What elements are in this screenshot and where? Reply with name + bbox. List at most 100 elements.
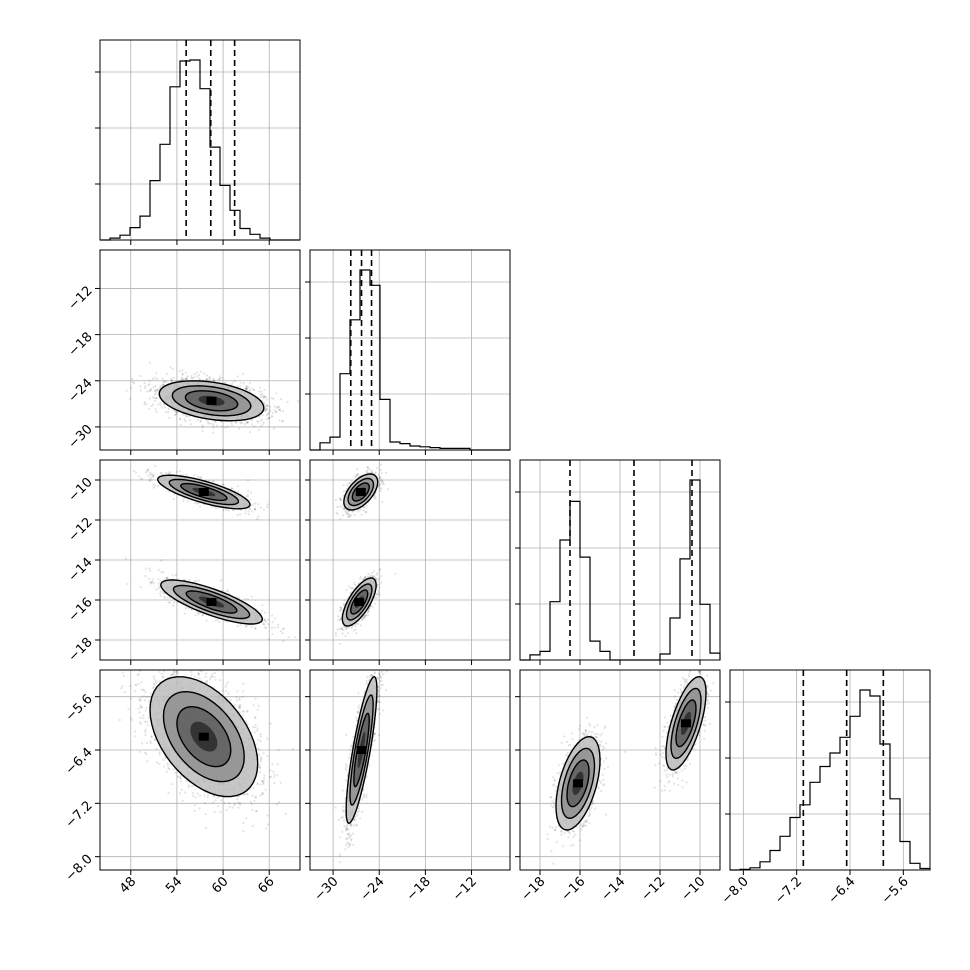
sample-point	[250, 423, 253, 426]
sample-point	[239, 384, 242, 388]
sample-point	[275, 410, 278, 413]
sample-point	[148, 478, 151, 481]
sample-point	[281, 420, 284, 423]
sample-point	[373, 494, 377, 498]
sample-point	[140, 478, 144, 481]
sample-point	[380, 480, 383, 483]
sample-point	[263, 618, 266, 621]
sample-point	[168, 470, 171, 473]
sample-point	[253, 508, 256, 511]
sample-point	[270, 415, 273, 418]
sample-point	[245, 388, 248, 391]
sample-point	[132, 382, 135, 385]
sample-point	[154, 464, 157, 468]
sample-point	[265, 418, 268, 421]
sample-point	[149, 473, 152, 476]
sample-point	[266, 404, 269, 407]
sample-point	[191, 377, 194, 380]
sample-point	[281, 409, 284, 413]
sample-point	[266, 503, 269, 506]
sample-point	[239, 513, 242, 516]
sample-point	[152, 403, 155, 406]
sample-point	[208, 422, 211, 425]
sample-point	[261, 423, 264, 426]
sample-point	[265, 408, 268, 411]
sample-point	[263, 623, 266, 626]
sample-point	[267, 416, 270, 419]
sample-point	[182, 413, 185, 416]
sample-point	[181, 372, 184, 375]
sample-point	[149, 476, 152, 479]
x-tick-label: −6.4	[826, 874, 859, 907]
sample-point	[262, 397, 265, 400]
histogram-step	[310, 269, 510, 451]
sample-point	[139, 389, 142, 392]
sample-point	[198, 377, 201, 380]
sample-point	[250, 595, 253, 598]
sample-point	[242, 372, 245, 376]
sample-point	[263, 401, 266, 404]
sample-point	[212, 426, 215, 429]
sample-point	[193, 501, 196, 504]
sample-point	[185, 414, 188, 417]
sample-point	[165, 373, 169, 376]
sample-point	[350, 514, 353, 517]
sample-point	[184, 378, 187, 381]
sample-point	[248, 390, 251, 393]
sample-point	[181, 369, 184, 372]
sample-point	[267, 623, 270, 626]
sample-point	[360, 513, 363, 516]
sample-point	[263, 388, 266, 391]
panel-frame	[99, 249, 301, 451]
sample-point	[262, 508, 266, 511]
sample-point	[162, 403, 165, 406]
sample-point	[184, 607, 187, 610]
sample-point	[244, 625, 247, 628]
sample-point	[148, 407, 151, 411]
sample-point	[198, 477, 201, 480]
sample-point	[154, 392, 157, 395]
sample-point	[153, 484, 157, 487]
sample-point	[186, 376, 189, 379]
sample-point	[264, 406, 267, 410]
sample-point	[250, 387, 253, 390]
sample-point	[379, 477, 382, 480]
sample-point	[155, 397, 158, 400]
sample-point	[342, 484, 345, 487]
sample-point	[231, 424, 234, 427]
sample-point	[268, 637, 271, 641]
sample-point	[159, 471, 163, 475]
sample-point	[266, 412, 270, 415]
sample-point	[150, 388, 153, 391]
sample-point	[207, 422, 210, 425]
sample-point	[171, 367, 174, 370]
x-tick-label: −7.2	[772, 874, 805, 907]
sample-point	[148, 577, 151, 580]
contour-line	[160, 579, 264, 625]
sample-point	[160, 571, 163, 574]
sample-point	[259, 393, 262, 396]
sample-point	[166, 576, 169, 579]
sample-point	[248, 382, 251, 385]
sample-point	[234, 420, 237, 424]
sample-point	[264, 409, 267, 412]
sample-point	[155, 388, 158, 391]
sample-point	[193, 580, 196, 583]
sample-point	[133, 469, 136, 472]
sample-point	[171, 380, 174, 383]
sample-point	[365, 510, 368, 513]
sample-point	[348, 515, 351, 518]
sample-point	[338, 505, 341, 508]
sample-point	[217, 378, 220, 381]
sample-point	[205, 378, 208, 381]
sample-point	[265, 404, 268, 407]
sample-point	[386, 488, 389, 491]
sample-point	[152, 486, 155, 489]
sample-point	[227, 509, 230, 512]
sample-point	[163, 595, 166, 599]
sample-point	[201, 613, 205, 617]
sample-point	[249, 498, 252, 501]
sample-point	[294, 636, 297, 639]
density-layer	[125, 361, 299, 434]
sample-point	[147, 384, 150, 387]
